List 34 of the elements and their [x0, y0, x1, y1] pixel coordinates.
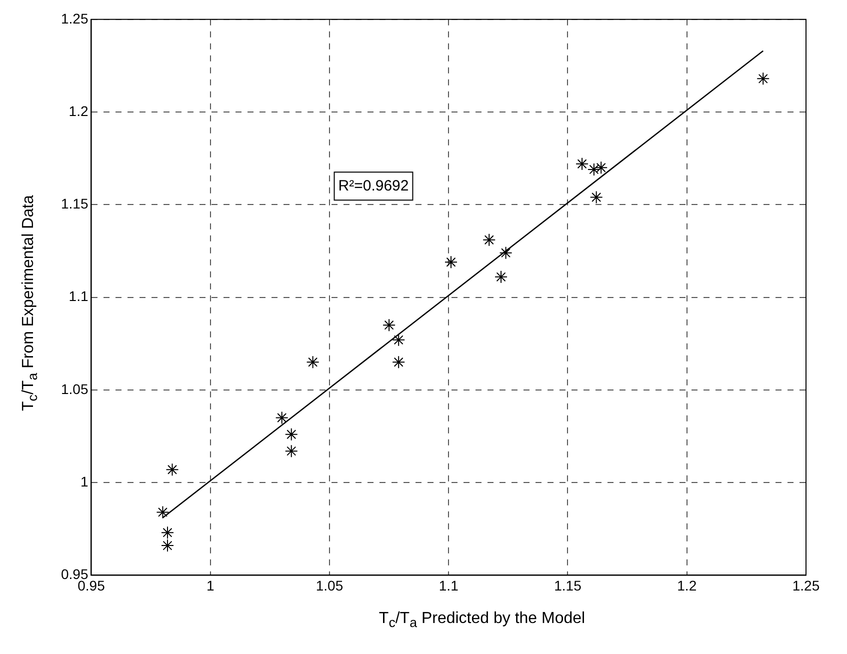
point [594, 161, 608, 174]
y-tick-label: 1.1 [68, 288, 88, 304]
point [156, 506, 170, 519]
point [160, 539, 174, 552]
point [166, 463, 179, 476]
point [576, 157, 589, 170]
point [587, 162, 600, 176]
y-tick-label: 1 [80, 473, 88, 490]
point [444, 256, 458, 269]
x-tick-label: 1.2 [677, 577, 697, 594]
x-tick-label: 1.25 [792, 577, 820, 594]
point [284, 428, 298, 441]
point [306, 356, 320, 369]
point [590, 190, 603, 204]
x-tick-label: 1.1 [438, 577, 459, 594]
point [160, 526, 174, 540]
point [756, 72, 770, 86]
y-tick-label: 1.25 [61, 10, 88, 26]
point [482, 233, 496, 246]
y-tick-label: 1.15 [61, 196, 88, 212]
x-axis-title: T$_{c}$/T$_{a}$ Predicted by the Model [378, 610, 586, 630]
point [284, 444, 298, 458]
point [392, 356, 406, 369]
point [494, 270, 508, 284]
x-tick-label: 1 [206, 577, 214, 594]
point [275, 411, 288, 424]
x-tick-label: 1.05 [316, 577, 344, 594]
annotation: R²=0.9692 [338, 177, 409, 194]
point [499, 246, 512, 260]
point [382, 318, 396, 332]
y-tick-label: 1.2 [68, 102, 88, 119]
point [392, 333, 406, 346]
x-tick-label: 1.15 [554, 577, 582, 594]
y-tick-label: 1.05 [61, 380, 88, 397]
